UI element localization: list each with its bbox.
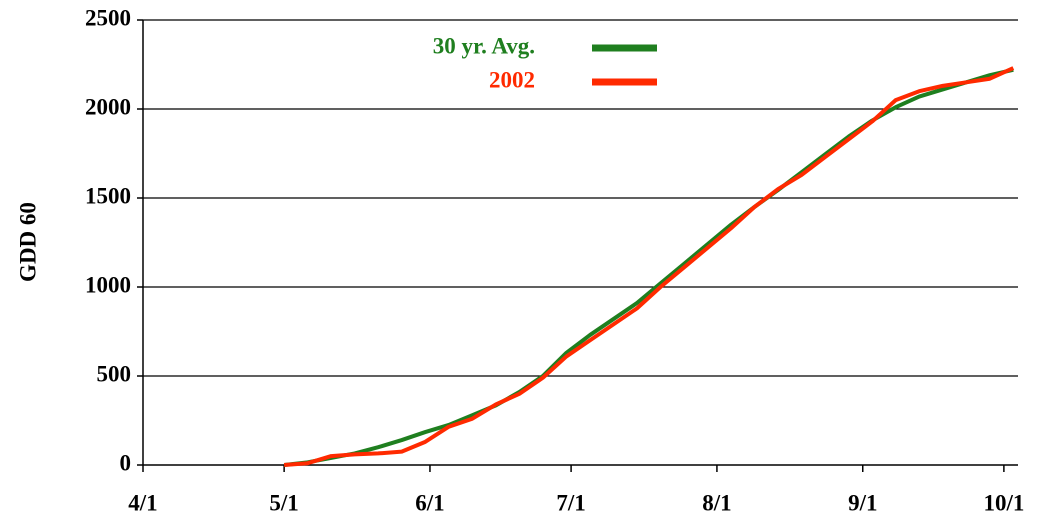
data-line — [283, 66, 1015, 467]
x-tick-label: 10/1 — [983, 490, 1024, 515]
y-tick-label: 500 — [97, 361, 132, 386]
y-tick-label: 2500 — [85, 5, 131, 30]
x-tick-label: 7/1 — [556, 490, 585, 515]
x-tick-label: 9/1 — [848, 490, 877, 515]
y-axis-label: GDD 60 — [15, 202, 40, 282]
y-tick-label: 1000 — [85, 272, 131, 297]
x-tick-label: 6/1 — [415, 490, 444, 515]
y-tick-label: 2000 — [85, 94, 131, 119]
x-tick-label: 8/1 — [702, 490, 731, 515]
x-tick-label: 4/1 — [128, 490, 157, 515]
data-line — [283, 67, 1014, 467]
legend-label: 2002 — [489, 67, 535, 92]
legend-label: 30 yr. Avg. — [433, 33, 535, 58]
y-tick-label: 1500 — [85, 183, 131, 208]
y-tick-label: 0 — [120, 450, 132, 475]
x-tick-label: 5/1 — [269, 490, 298, 515]
